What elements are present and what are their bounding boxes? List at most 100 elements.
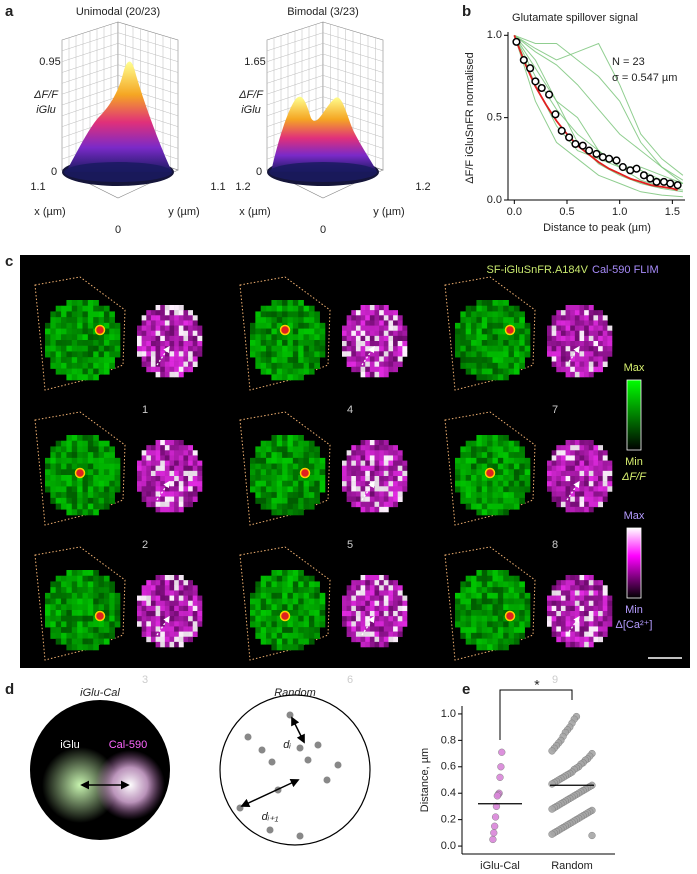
calcium-pixel [602,496,608,503]
calcium-pixel [174,356,180,362]
glutamate-pixel [481,463,488,470]
calcium-pixel [355,481,361,487]
glutamate-pixel [50,592,57,599]
glutamate-pixel [492,300,499,307]
glutamate-pixel [492,311,499,318]
glutamate-pixel [455,486,461,493]
calcium-pixel [174,440,180,446]
calcium-pixel [607,470,613,477]
calcium-pixel [355,341,361,347]
calcium-pixel [141,460,147,467]
calcium-pixel [574,310,580,316]
calcium-pixel [383,450,389,456]
glutamate-pixel [314,486,320,493]
glutamate-pixel [103,317,110,324]
calcium-pixel [607,460,613,467]
calcium-pixel [574,476,580,482]
glutamate-pixel [303,503,310,510]
glutamate-pixel [50,627,57,634]
glutamate-pixel [476,575,483,582]
glutamate-pixel [55,368,62,375]
calcium-pixel [556,470,562,477]
glutamate-pixel [260,621,267,628]
calcium-pixel [556,611,562,617]
glutamate-pixel [519,480,525,487]
calcium-pixel [584,616,590,622]
glutamate-pixel [481,452,488,459]
calcium-pixel [598,470,604,477]
glutamate-pixel [303,351,310,358]
glutamate-pixel [487,463,493,470]
calcium-pixel [579,361,585,368]
calcium-pixel [360,310,366,316]
glutamate-pixel [519,334,525,341]
glutamate-pixel [61,621,67,628]
calcium-pixel [393,611,399,617]
glutamate-pixel [308,469,315,476]
random-dot [296,832,304,840]
calcium-pixel [369,491,375,497]
calcium-pixel [602,361,608,368]
calcium-pixel [379,481,385,487]
calcium-pixel [146,445,152,451]
calcium-pixel [164,450,170,456]
glutamate-pixel [271,362,278,369]
glutamate-pixel [45,457,51,464]
glutamate-pixel [460,317,467,324]
calcium-pixel [188,616,194,622]
glutamate-pixel [524,469,531,476]
calcium-pixel [155,366,161,373]
calcium-pixel [164,361,170,368]
glutamate-pixel [87,374,94,381]
calcium-pixel [379,320,385,326]
glutamate-pixel [487,627,493,634]
calcium-pixel [556,590,562,596]
glutamate-pixel [476,497,483,504]
glutamate-pixel [282,475,288,482]
glutamate-pixel [77,610,83,617]
glutamate-pixel [82,362,89,369]
calcium-pixel [393,470,399,477]
glutamate-pixel [66,440,73,447]
calcium-pixel [160,626,166,632]
glutamate-pixel [55,598,62,605]
calcium-pixel [570,590,576,596]
calcium-pixel [365,496,371,503]
glutamate-pixel [45,604,51,611]
glutamate-pixel [66,575,73,582]
calcium-pixel [369,590,375,596]
calcium-pixel [556,346,562,352]
glutamate-pixel [87,570,94,577]
glutamate-pixel [314,492,320,499]
glutamate-pixel [287,592,294,599]
calcium-pixel [164,626,170,632]
calcium-pixel [393,496,399,503]
calcium-pixel [369,600,375,607]
glutamate-pixel [292,322,299,329]
calcium-pixel [365,491,371,497]
calcium-pixel [369,486,375,492]
mean-point [673,181,682,190]
glutamate-pixel [82,497,89,504]
calcium-pixel [574,320,580,326]
calcium-pixel [383,341,389,347]
glutamate-pixel [103,486,110,493]
calcium-pixel [397,346,403,352]
glutamate-pixel [266,475,272,482]
glutamate-pixel [271,374,278,381]
glutamate-pixel [497,435,504,442]
calcium-pixel [379,580,385,586]
glow-glutamate [42,747,118,823]
calcium-pixel [360,366,366,373]
calcium-pixel [570,366,576,373]
calcium-pixel [593,631,599,638]
calcium-pixel [346,450,352,456]
glutamate-pixel [503,374,509,381]
calcium-pixel [402,325,408,332]
glutamate-pixel [492,638,499,645]
calcium-pixel [570,626,576,632]
calcium-pixel [141,346,147,352]
glutamate-pixel [319,598,326,605]
glutamate-pixel [109,592,115,599]
calcium-pixel [174,346,180,352]
